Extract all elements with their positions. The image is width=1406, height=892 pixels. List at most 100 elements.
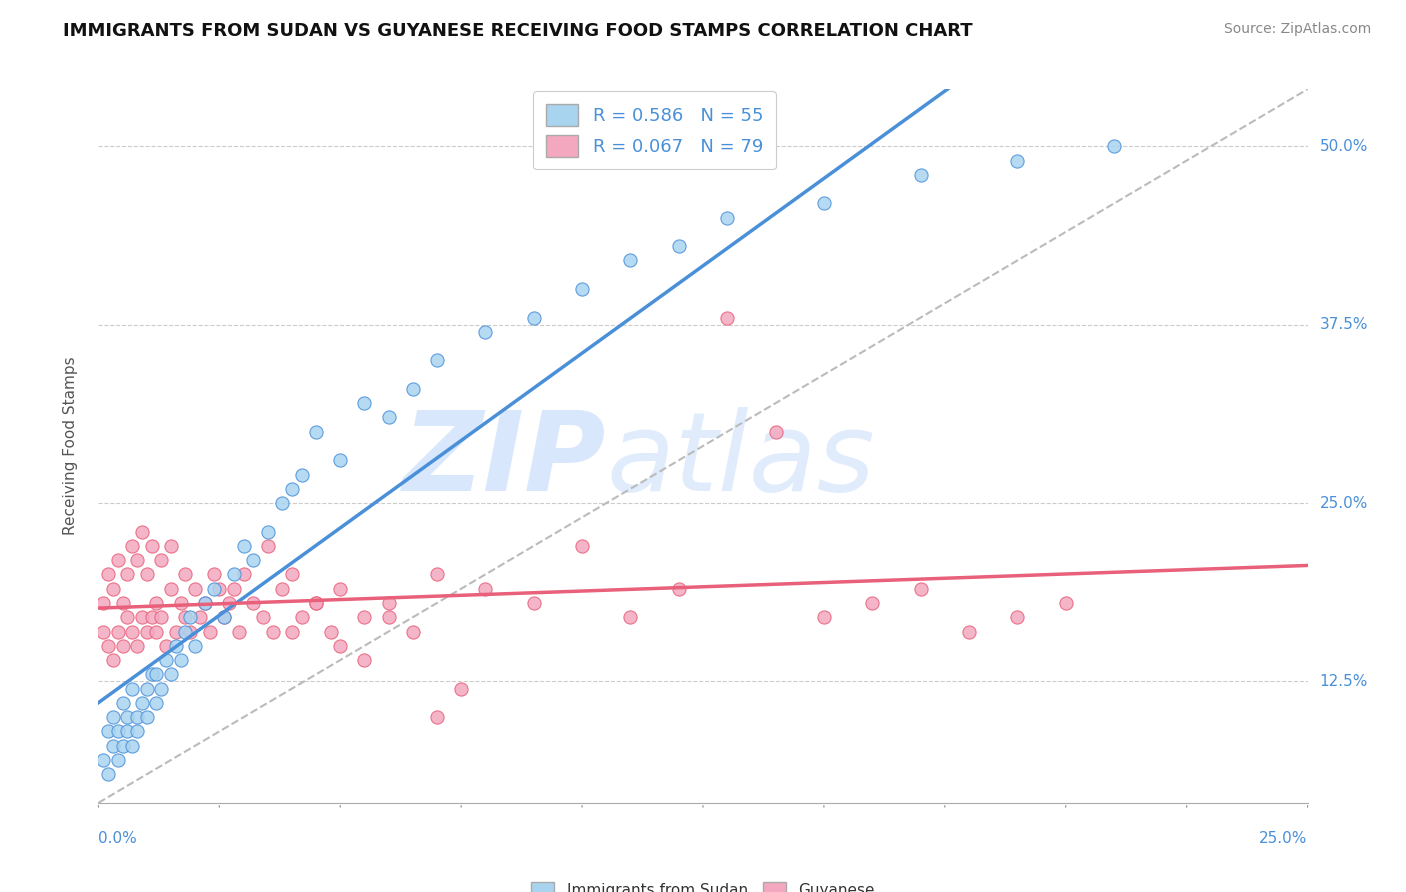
Point <box>281 567 304 582</box>
Point <box>426 710 449 724</box>
Point <box>117 710 139 724</box>
Point <box>131 610 153 624</box>
Point <box>121 681 143 696</box>
Point <box>232 567 254 582</box>
Point <box>194 596 217 610</box>
Point <box>91 624 114 639</box>
Point <box>474 582 496 596</box>
Point <box>402 624 425 639</box>
Point <box>169 596 191 610</box>
Point <box>571 282 593 296</box>
Point <box>91 753 114 767</box>
Text: 25.0%: 25.0% <box>1260 831 1308 847</box>
Point <box>111 696 134 710</box>
Point <box>107 724 129 739</box>
Y-axis label: Receiving Food Stamps: Receiving Food Stamps <box>63 357 77 535</box>
Point <box>117 610 139 624</box>
Point <box>101 739 124 753</box>
Point <box>135 624 157 639</box>
Point <box>97 724 120 739</box>
Text: atlas: atlas <box>606 407 875 514</box>
Point <box>957 624 980 639</box>
Point <box>1054 596 1077 610</box>
Point <box>281 624 304 639</box>
Point <box>242 596 264 610</box>
Point <box>377 596 399 610</box>
Point <box>101 653 124 667</box>
Point <box>121 539 143 553</box>
Point <box>281 482 304 496</box>
Point <box>169 653 191 667</box>
Point <box>184 639 207 653</box>
Point <box>141 667 163 681</box>
Text: 25.0%: 25.0% <box>1320 496 1368 510</box>
Point <box>127 553 149 567</box>
Point <box>271 496 294 510</box>
Point <box>256 539 278 553</box>
Point <box>184 582 207 596</box>
Point <box>145 624 167 639</box>
Point <box>353 396 375 410</box>
Point <box>127 710 149 724</box>
Point <box>97 567 120 582</box>
Point <box>474 325 496 339</box>
Point <box>150 681 173 696</box>
Point <box>135 567 157 582</box>
Point <box>256 524 278 539</box>
Point <box>107 553 129 567</box>
Point <box>101 582 124 596</box>
Point <box>765 425 787 439</box>
Point <box>204 567 226 582</box>
Point <box>619 253 641 268</box>
Point <box>619 610 641 624</box>
Point <box>160 582 183 596</box>
Point <box>117 567 139 582</box>
Point <box>111 596 134 610</box>
Point <box>198 624 221 639</box>
Text: ZIP: ZIP <box>402 407 606 514</box>
Point <box>353 653 375 667</box>
Point <box>127 639 149 653</box>
Point <box>165 624 187 639</box>
Point <box>204 582 226 596</box>
Text: 0.0%: 0.0% <box>98 831 138 847</box>
Point <box>252 610 274 624</box>
Point <box>329 639 352 653</box>
Point <box>668 239 690 253</box>
Point <box>135 710 157 724</box>
Point <box>232 539 254 553</box>
Point <box>329 453 352 467</box>
Point <box>716 211 738 225</box>
Point <box>212 610 235 624</box>
Point <box>150 610 173 624</box>
Point <box>426 353 449 368</box>
Point <box>571 539 593 553</box>
Point <box>319 624 342 639</box>
Point <box>165 639 187 653</box>
Point <box>150 553 173 567</box>
Point <box>131 696 153 710</box>
Point <box>174 610 197 624</box>
Point <box>813 610 835 624</box>
Point <box>91 596 114 610</box>
Point <box>107 624 129 639</box>
Point <box>523 596 546 610</box>
Point <box>121 739 143 753</box>
Point <box>377 410 399 425</box>
Point <box>141 610 163 624</box>
Point <box>305 425 328 439</box>
Point <box>208 582 231 596</box>
Point <box>179 610 201 624</box>
Point <box>222 582 245 596</box>
Point <box>271 582 294 596</box>
Legend: Immigrants from Sudan, Guyanese: Immigrants from Sudan, Guyanese <box>524 875 882 892</box>
Point <box>353 610 375 624</box>
Point <box>117 724 139 739</box>
Text: 37.5%: 37.5% <box>1320 318 1368 332</box>
Point <box>155 653 177 667</box>
Point <box>668 582 690 596</box>
Point <box>218 596 240 610</box>
Point <box>135 681 157 696</box>
Point <box>305 596 328 610</box>
Point <box>242 553 264 567</box>
